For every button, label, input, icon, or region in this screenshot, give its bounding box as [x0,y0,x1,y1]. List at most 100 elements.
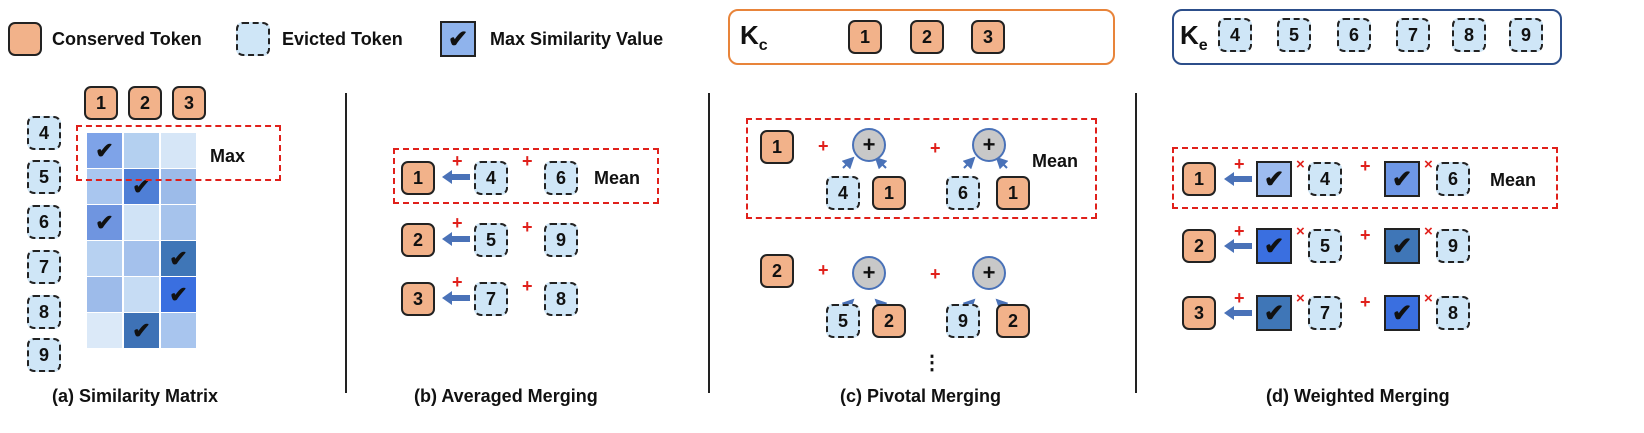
divider [1135,93,1137,393]
max-label: Max [210,146,246,166]
conserved-token: 3 [1182,296,1216,330]
plus-sign: + [1360,225,1371,245]
times-sign: × [1296,156,1305,173]
matrix-cell [160,168,197,205]
conserved-token: 2 [401,223,435,257]
conserved-token: 2 [1182,229,1216,263]
matrix-cell: ✔ [123,312,160,349]
weight-box: ✔ [1256,295,1292,331]
ke-token-9: 9 [1509,18,1543,52]
times-sign: × [1296,290,1305,307]
matrix-cell: ✔ [86,204,123,241]
evicted-token: 5 [474,223,508,257]
kc-token-2: 2 [910,20,944,54]
check-icon: ✔ [169,281,188,307]
matrix-cell [86,168,123,205]
plus-sign: + [1360,292,1371,312]
weight-box: ✔ [1384,161,1420,197]
matrix-cell [160,204,197,241]
weight-box: ✔ [1384,295,1420,331]
check-icon: ✔ [1391,165,1413,193]
ke-label: Ke [1180,20,1208,55]
mean-label: Mean [594,168,641,188]
matrix-cell: ✔ [123,168,160,205]
matrix-row-token-7: 7 [27,250,61,284]
matrix-cell [123,204,160,241]
check-icon: ✔ [95,209,114,235]
evicted-token: 6 [544,161,578,195]
conserved-token: 1 [760,130,794,164]
conserved-token: 2 [996,304,1030,338]
merge-arrow [1224,306,1252,320]
ke-token-5: 5 [1277,18,1311,52]
matrix-cell [86,312,123,349]
conserved-token: 1 [996,176,1030,210]
plus-sign: + [930,138,941,158]
matrix-row-token-9: 9 [27,338,61,372]
conserved-token: 3 [401,282,435,316]
plus-sign: + [930,264,941,284]
matrix-row-token-4: 4 [27,116,61,150]
merge-arrow [442,170,470,184]
evicted-token: 9 [544,223,578,257]
plus-sign: + [1234,154,1245,174]
divider [345,93,347,393]
weight-box: ✔ [1256,228,1292,264]
sum-circle-icon: + [972,256,1006,290]
mean-highlight-box [393,148,659,204]
sum-circle-icon: + [852,128,886,162]
check-icon: ✔ [1391,299,1413,327]
plus-sign: + [818,136,829,156]
times-sign: × [1424,290,1433,307]
plus-sign: + [522,217,533,237]
times-sign: × [1296,223,1305,240]
matrix-cell [123,132,160,169]
divider [708,93,710,393]
plus-sign: + [1360,156,1371,176]
conserved-token: 2 [872,304,906,338]
weight-box: ✔ [1384,228,1420,264]
evicted-token: 4 [1308,162,1342,196]
plus-sign: + [522,151,533,171]
plus-sign: + [1234,288,1245,308]
conserved-token: 2 [760,254,794,288]
evicted-token: 9 [1436,229,1470,263]
legend-conserved-label: Conserved Token [52,29,202,49]
mean-label: Mean [1032,151,1079,171]
evicted-token: 6 [1436,162,1470,196]
ke-token-4: 4 [1218,18,1252,52]
times-sign: × [1424,223,1433,240]
mean-highlight-box [1172,147,1558,209]
check-icon: ✔ [1263,165,1285,193]
matrix-cell: ✔ [86,132,123,169]
evicted-token: 7 [474,282,508,316]
merge-arrow [1224,239,1252,253]
mean-highlight-box [746,118,1097,219]
ellipsis: ⋮ [922,352,942,374]
matrix-cell: ✔ [160,240,197,277]
check-icon: ✔ [1391,232,1413,260]
caption-averaged-merging: (b) Averaged Merging [414,386,598,406]
caption-weighted-merging: (d) Weighted Merging [1266,386,1450,406]
legend-evicted-swatch [236,22,270,56]
conserved-token: 1 [872,176,906,210]
max-highlight-box [76,125,281,181]
matrix-cell [86,240,123,277]
kc-token-1: 1 [848,20,882,54]
matrix-col-token-3: 3 [172,86,206,120]
ke-token-8: 8 [1452,18,1486,52]
conserved-token: 1 [1182,162,1216,196]
matrix-cell [123,276,160,313]
caption-pivotal-merging: (c) Pivotal Merging [840,386,1002,406]
legend-evicted-label: Evicted Token [282,29,403,49]
weight-box: ✔ [1256,161,1292,197]
sum-circle-icon: + [852,256,886,290]
plus-sign: + [522,276,533,296]
kc-token-3: 3 [971,20,1005,54]
matrix-col-token-1: 1 [84,86,118,120]
matrix-row-token-8: 8 [27,295,61,329]
check-icon: ✔ [1263,299,1285,327]
plus-sign: + [452,213,463,233]
evicted-token: 8 [1436,296,1470,330]
plus-sign: + [1234,221,1245,241]
